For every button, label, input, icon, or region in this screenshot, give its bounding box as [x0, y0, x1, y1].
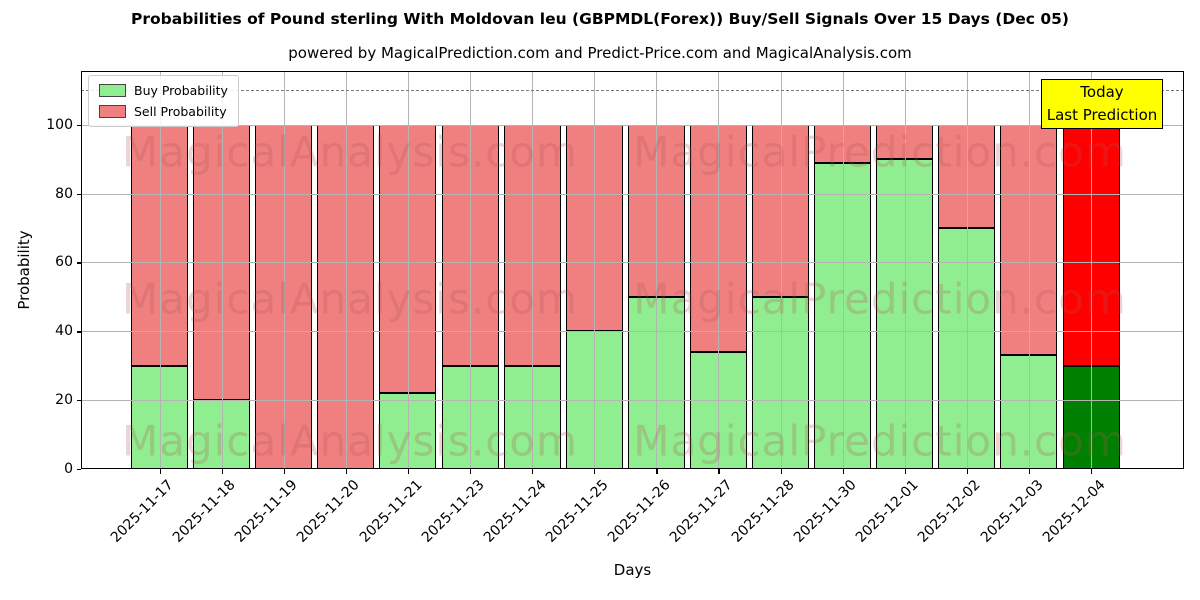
gridline-horizontal: [81, 124, 1184, 126]
gridline-horizontal: [81, 262, 1184, 264]
y-tick-label: 80: [55, 185, 73, 202]
y-tick-label: 20: [55, 392, 73, 409]
x-tick-mark: [345, 469, 348, 474]
y-tick-mark: [77, 400, 81, 402]
gridline-vertical: [656, 71, 658, 469]
legend-label-sell: Sell Probability: [134, 104, 227, 119]
x-tick-mark: [780, 469, 782, 474]
gridline-horizontal: [81, 400, 1184, 402]
x-tick-label: 2025-11-24: [480, 477, 550, 546]
gridline-vertical: [221, 71, 223, 469]
legend-item-sell: Sell Probability: [99, 104, 228, 119]
x-tick-mark: [718, 469, 720, 474]
chart-subtitle: powered by MagicalPrediction.com and Pre…: [288, 44, 912, 62]
x-tick-label: 2025-11-20: [294, 477, 364, 546]
x-tick-mark: [221, 469, 223, 474]
gridline-vertical: [594, 71, 596, 469]
gridline-vertical: [283, 71, 285, 469]
legend-label-buy: Buy Probability: [134, 83, 228, 98]
y-tick-label: 40: [55, 323, 73, 340]
x-tick-mark: [1028, 469, 1031, 474]
y-tick-mark: [77, 124, 81, 126]
x-tick-label: 2025-11-18: [170, 477, 239, 546]
x-tick-mark: [656, 469, 658, 474]
gridline-vertical: [1091, 71, 1092, 469]
today-annotation: Today Last Prediction: [1041, 79, 1163, 129]
gridline-horizontal: [81, 331, 1184, 333]
x-tick-label: 2025-11-17: [107, 477, 177, 546]
x-tick-label: 2025-12-04: [1039, 477, 1109, 546]
x-tick-label: 2025-11-27: [666, 477, 736, 546]
today-annotation-line2: Last Prediction: [1046, 106, 1158, 124]
x-tick-label: 2025-12-02: [915, 477, 985, 546]
x-tick-mark: [407, 469, 410, 474]
y-tick-label: 60: [55, 254, 73, 271]
y-tick-label: 100: [46, 116, 73, 133]
gridline-vertical: [345, 71, 347, 469]
today-annotation-line1: Today: [1080, 83, 1124, 101]
x-tick-label: 2025-12-01: [853, 477, 923, 546]
x-tick-mark: [1091, 469, 1093, 474]
x-tick-mark: [159, 469, 161, 474]
legend-item-buy: Buy Probability: [99, 83, 228, 98]
dashed-threshold-line: [81, 90, 1184, 92]
chart-title: Probabilities of Pound sterling With Mol…: [131, 10, 1069, 28]
gridline-vertical: [532, 71, 534, 469]
watermark-text: MagicalAnalysis.com: [122, 416, 578, 466]
x-tick-label: 2025-11-21: [356, 477, 426, 546]
x-tick-mark: [904, 469, 906, 474]
gridline-vertical: [159, 71, 161, 469]
x-tick-mark: [966, 469, 969, 474]
watermark-text: MagicalPrediction.com: [633, 127, 1127, 177]
watermark-text: MagicalAnalysis.com: [122, 274, 578, 324]
x-tick-label: 2025-11-28: [728, 477, 798, 546]
x-tick-mark: [532, 469, 534, 474]
x-tick-label: 2025-12-03: [977, 477, 1047, 546]
watermark-text: MagicalPrediction.com: [633, 274, 1127, 324]
x-tick-label: 2025-11-25: [542, 477, 612, 546]
legend-swatch-buy-icon: [99, 84, 126, 97]
legend-swatch-sell-icon: [99, 105, 126, 118]
gridline-vertical: [966, 71, 968, 469]
x-tick-label: 2025-11-30: [791, 477, 860, 546]
gridline-vertical: [718, 71, 720, 469]
x-tick-mark: [842, 469, 844, 474]
gridline-vertical: [842, 71, 844, 469]
x-tick-label: 2025-11-19: [232, 477, 302, 546]
legend: Buy Probability Sell Probability: [88, 75, 239, 127]
x-tick-label: 2025-11-23: [418, 477, 488, 546]
x-axis-label: Days: [613, 561, 652, 579]
y-axis-label: Probability: [15, 230, 33, 310]
y-tick-mark: [77, 469, 81, 471]
y-tick-label: 0: [64, 461, 73, 477]
gridline-vertical: [780, 71, 782, 469]
watermark-text: MagicalAnalysis.com: [122, 127, 578, 177]
gridline-vertical: [407, 71, 409, 469]
watermark-text: MagicalPrediction.com: [633, 416, 1127, 466]
gridline-horizontal: [81, 193, 1184, 195]
y-tick-mark: [77, 262, 81, 264]
x-tick-label: 2025-11-26: [604, 477, 674, 546]
x-tick-mark: [470, 469, 472, 474]
x-tick-mark: [594, 469, 596, 474]
y-tick-mark: [77, 331, 81, 333]
x-tick-mark: [283, 469, 285, 474]
gridline-vertical: [1028, 71, 1030, 469]
y-tick-mark: [77, 193, 81, 195]
gridline-vertical: [470, 71, 471, 469]
gridline-vertical: [904, 71, 906, 469]
